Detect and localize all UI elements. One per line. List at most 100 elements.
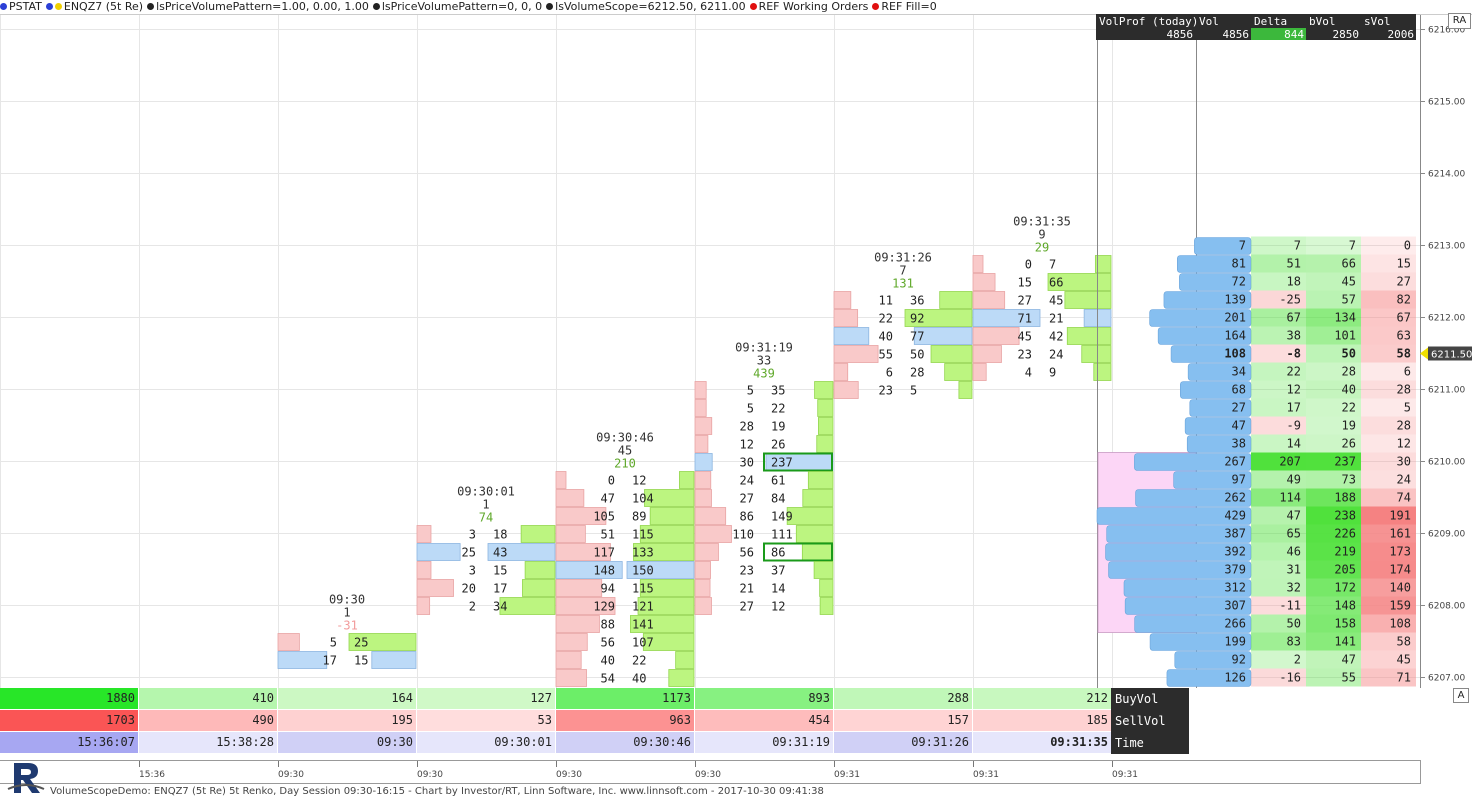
profile-cell-value: 57 bbox=[1342, 293, 1356, 307]
bar-delta-label: -31 bbox=[336, 619, 358, 633]
profile-cell-value: 158 bbox=[1334, 617, 1356, 631]
footer-caption: VolumeScopeDemo: ENQZ7 (5t Re) 5t Renko,… bbox=[50, 786, 824, 797]
bvol-cell bbox=[1306, 488, 1361, 507]
profile-cell-value: 134 bbox=[1334, 311, 1356, 325]
time-tick-label: 09:30 bbox=[417, 770, 443, 780]
profile-cell-value: 312 bbox=[1224, 581, 1246, 595]
svol-cell bbox=[1361, 578, 1416, 597]
bar-time-cell: 09:31:35 bbox=[973, 732, 1112, 753]
profile-cell-value: 164 bbox=[1224, 329, 1246, 343]
bid-volume-bar bbox=[833, 327, 870, 345]
profile-cell-value: 58 bbox=[1397, 635, 1411, 649]
ask-volume-value: 17 bbox=[493, 582, 507, 596]
delta-cell bbox=[1251, 488, 1306, 507]
time-tick-label: 15:36 bbox=[139, 770, 165, 780]
profile-cell-value: 108 bbox=[1389, 617, 1411, 631]
current-price-tag bbox=[1428, 346, 1472, 361]
profile-cell-value: 47 bbox=[1287, 509, 1301, 523]
a-button[interactable]: A bbox=[1453, 688, 1469, 703]
bid-volume-bar bbox=[555, 561, 623, 579]
delta-cell bbox=[1251, 272, 1306, 291]
ask-volume-bar bbox=[1047, 273, 1112, 291]
profile-cell-value: 5 bbox=[1404, 401, 1411, 415]
toolbar-item[interactable]: lsPriceVolumePattern=1.00, 0.00, 1.00 bbox=[147, 0, 369, 14]
svol-cell bbox=[1361, 632, 1416, 651]
footprint-bar[interactable]: 09:301-31 5 25 17 15 bbox=[277, 593, 417, 669]
toolbar-item[interactable]: PSTAT bbox=[0, 0, 42, 14]
bid-volume-bar bbox=[694, 435, 709, 453]
ask-volume-bar bbox=[819, 597, 834, 615]
bar-time-label: 09:30 bbox=[329, 593, 365, 607]
ask-volume-bar bbox=[630, 615, 695, 633]
ask-volume-bar bbox=[904, 309, 973, 327]
bar-time-cell: 15:38:28 bbox=[139, 732, 278, 753]
bvol-cell bbox=[1306, 578, 1361, 597]
svol-cell bbox=[1361, 290, 1416, 309]
ask-volume-value: 28 bbox=[910, 366, 924, 380]
delta-cell bbox=[1251, 650, 1306, 669]
footprint-chart[interactable]: 6216.00 6215.00 6214.00 6213.00 6212.00 6211.… bbox=[0, 0, 1472, 760]
bvol-cell bbox=[1306, 272, 1361, 291]
bar-time-cell: 09:30:01 bbox=[417, 732, 556, 753]
bid-volume-value: 30 bbox=[740, 456, 754, 470]
time-tick bbox=[417, 761, 418, 767]
toolbar-item[interactable]: ENQZ7 (5t Re) bbox=[45, 0, 143, 14]
delta-total-cell bbox=[1251, 28, 1306, 40]
ask-volume-bar bbox=[816, 435, 834, 453]
volume-profile-bar bbox=[1189, 399, 1252, 417]
profile-cell-value: 139 bbox=[1224, 293, 1246, 307]
profile-cell-value: 51 bbox=[1287, 257, 1301, 271]
delta-cell bbox=[1251, 542, 1306, 561]
svol-cell bbox=[1361, 434, 1416, 453]
toolbar-item[interactable]: lsVolumeScope=6212.50, 6211.00 bbox=[546, 0, 746, 14]
toolbar-item-label: lsVolumeScope=6212.50, 6211.00 bbox=[555, 0, 746, 13]
bid-volume-value: 25 bbox=[462, 546, 476, 560]
profile-cell-value: 387 bbox=[1224, 527, 1246, 541]
ask-volume-value: 115 bbox=[632, 582, 654, 596]
ask-volume-value: 61 bbox=[771, 474, 785, 488]
bar-trade-count: 7 bbox=[899, 264, 906, 278]
bid-volume-value: 86 bbox=[740, 510, 754, 524]
ra-button[interactable]: RA bbox=[1448, 13, 1471, 29]
ask-volume-bar bbox=[371, 651, 417, 669]
bid-volume-value: 23 bbox=[879, 384, 893, 398]
delta-cell bbox=[1251, 506, 1306, 525]
ask-volume-value: 43 bbox=[493, 546, 507, 560]
profile-cell-value: 174 bbox=[1389, 563, 1411, 577]
ask-volume-value: 84 bbox=[771, 492, 785, 506]
delta-cell bbox=[1251, 632, 1306, 651]
ask-volume-value: 34 bbox=[493, 600, 507, 614]
profile-cell-value: 27 bbox=[1232, 401, 1246, 415]
profile-cell-value: 266 bbox=[1224, 617, 1246, 631]
profile-cell-value: 267 bbox=[1224, 455, 1246, 469]
bid-volume-value: 23 bbox=[1018, 348, 1032, 362]
toolbar-item[interactable]: REF Working Orders bbox=[749, 0, 869, 14]
profile-cell-value: 22 bbox=[1287, 365, 1301, 379]
volume-profile-bar bbox=[1184, 417, 1252, 435]
profile-cell-value: 307 bbox=[1224, 599, 1246, 613]
bid-volume-value: 5 bbox=[330, 636, 337, 650]
bvol-cell bbox=[1306, 524, 1361, 543]
volume-profile-bar bbox=[1096, 507, 1252, 525]
ask-volume-value: 15 bbox=[493, 564, 507, 578]
bid-volume-bar bbox=[694, 453, 713, 471]
bid-volume-value: 27 bbox=[1018, 294, 1032, 308]
bar-delta-label: 439 bbox=[753, 367, 775, 381]
toolbar-item-label: REF Working Orders bbox=[758, 0, 869, 13]
toolbar-item[interactable]: lsPriceVolumePattern=0, 0, 0 bbox=[372, 0, 542, 14]
profile-cell-value: 31 bbox=[1287, 563, 1301, 577]
bar-trade-count: 9 bbox=[1038, 228, 1045, 242]
toolbar-item[interactable]: REF Fill=0 bbox=[872, 0, 937, 14]
ask-volume-bar bbox=[814, 381, 834, 399]
svol-cell bbox=[1361, 326, 1416, 345]
time-axis: 15:36 09:30 09:30 09:30 09:30 09:31 09:31 09:31 bbox=[0, 760, 1421, 784]
svol-cell bbox=[1361, 344, 1416, 363]
delta-cell bbox=[1251, 614, 1306, 633]
bid-volume-value: 5 bbox=[747, 402, 754, 416]
profile-cell-value: 82 bbox=[1397, 293, 1411, 307]
